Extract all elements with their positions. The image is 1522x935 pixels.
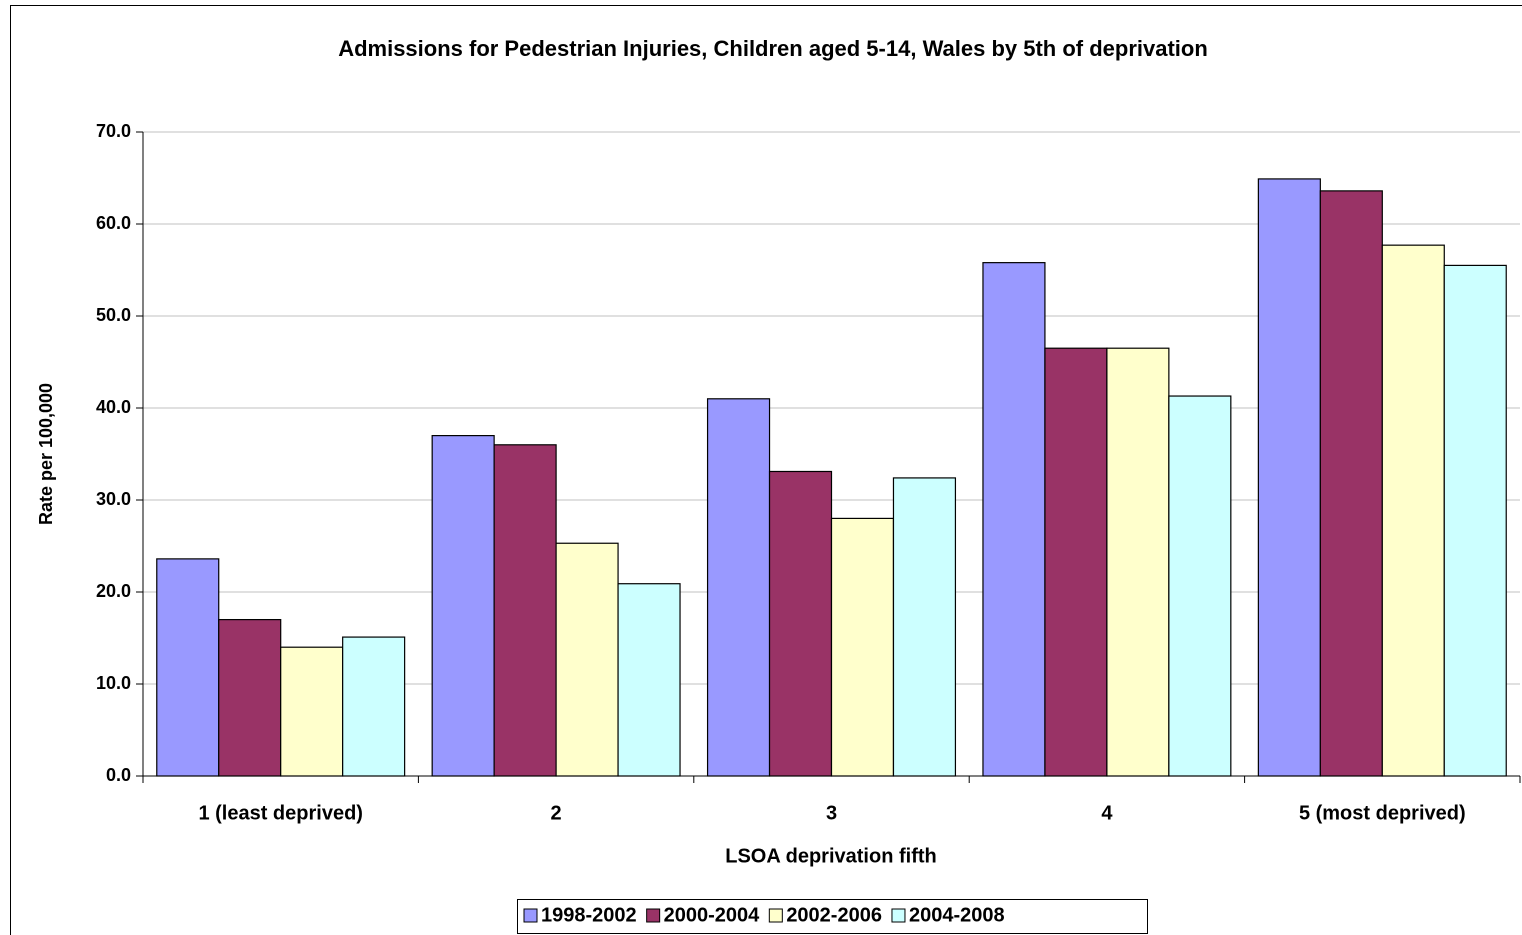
legend-swatch	[646, 908, 661, 923]
y-tick-label: 30.0	[96, 489, 131, 509]
bar	[706, 398, 771, 777]
legend-swatch	[523, 908, 538, 923]
y-axis-title: Rate per 100,000	[36, 383, 56, 525]
bar	[156, 558, 220, 777]
x-tick-label: 2	[551, 802, 562, 824]
legend-swatch	[891, 908, 906, 923]
legend-swatch	[768, 908, 783, 923]
chart-title: Admissions for Pedestrian Injuries, Chil…	[338, 36, 1208, 61]
bar	[555, 542, 619, 777]
x-axis-title: LSOA deprivation fifth	[725, 845, 936, 867]
bar	[280, 646, 344, 777]
legend-label: 2002-2006	[786, 904, 882, 926]
bar	[617, 583, 681, 777]
y-tick-label: 0.0	[106, 765, 131, 785]
bar	[431, 435, 495, 777]
bar	[1044, 347, 1108, 777]
bar	[768, 470, 833, 777]
bar	[892, 477, 957, 777]
y-tick-label: 40.0	[96, 397, 131, 417]
bar	[493, 444, 557, 777]
bar	[1381, 244, 1445, 777]
bar	[982, 262, 1046, 777]
bar	[1168, 395, 1232, 777]
y-tick-label: 60.0	[96, 213, 131, 233]
legend-label: 2004-2008	[909, 904, 1005, 926]
chart-border	[10, 5, 1522, 935]
y-tick-label: 10.0	[96, 673, 131, 693]
x-tick-label: 4	[1101, 802, 1113, 824]
x-tick-label: 5 (most deprived)	[1299, 802, 1466, 824]
legend	[517, 899, 1148, 934]
bar	[830, 517, 895, 777]
x-tick-label: 3	[826, 802, 837, 824]
y-tick-label: 50.0	[96, 305, 131, 325]
legend-label: 1998-2002	[541, 904, 637, 926]
bar	[342, 636, 406, 777]
bar	[1319, 190, 1383, 777]
legend-label: 2000-2004	[664, 904, 761, 926]
bar	[218, 618, 282, 777]
bar	[1106, 347, 1170, 777]
y-tick-label: 70.0	[96, 121, 131, 141]
y-tick-label: 20.0	[96, 581, 131, 601]
x-tick-label: 1 (least deprived)	[198, 802, 363, 824]
bar	[1257, 178, 1321, 777]
bar	[1443, 264, 1507, 777]
